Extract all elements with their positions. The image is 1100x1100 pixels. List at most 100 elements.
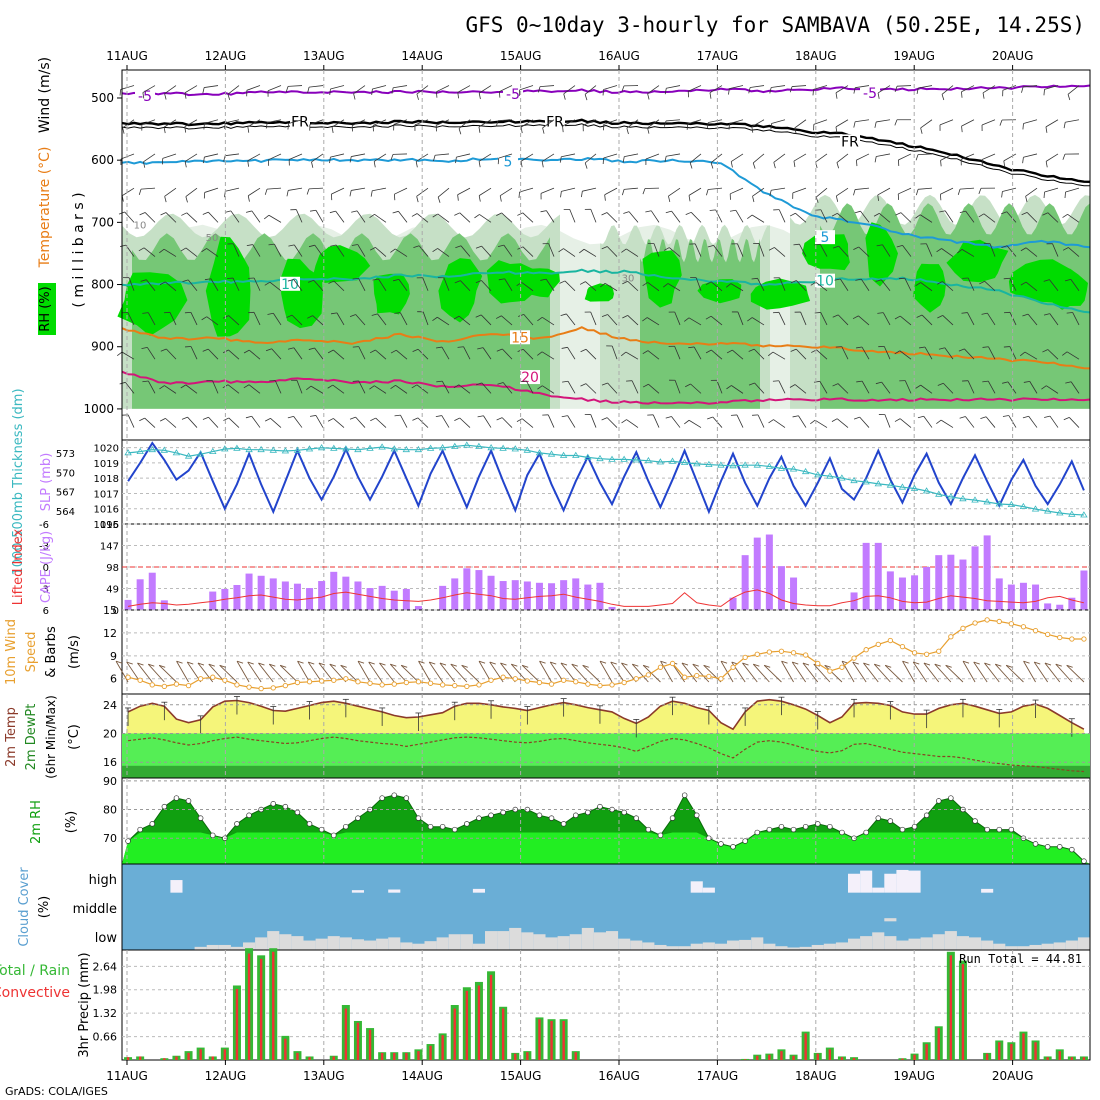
wind-barb-flag: [286, 314, 293, 318]
wind-barb: [982, 85, 996, 94]
wind-barb-flag: [1022, 313, 1029, 317]
wind-barb-flag: [856, 380, 863, 383]
rh-point: [137, 826, 143, 833]
wind-barb: [228, 349, 240, 360]
cloud-bar-low: [1065, 940, 1078, 950]
wind-barb: [562, 119, 576, 127]
precip-bar-convective: [743, 1059, 747, 1060]
wind-barb: [541, 351, 555, 360]
wind-barb: [774, 247, 786, 257]
rh-point: [597, 803, 603, 810]
wind-barb-flag: [751, 126, 754, 133]
wind-barb-flag: [642, 282, 648, 287]
surface-barb: [610, 661, 625, 683]
wind-barb-flag: [852, 315, 859, 320]
wind-barb: [715, 209, 723, 223]
rh-point: [827, 823, 833, 830]
wind-barb-flag: [663, 247, 670, 251]
wind-speed-point: [1057, 634, 1063, 641]
wind-barb: [400, 414, 408, 428]
wind-barb-flag: [562, 126, 564, 133]
wind-barb-flag: [1045, 126, 1048, 133]
thickness-point: [366, 444, 374, 451]
wind-barb-flag: [559, 280, 566, 284]
cloud-bar-low: [896, 940, 909, 950]
rh-core: [750, 278, 811, 310]
temp-axis-label-3: (6hr Min/Max): [44, 695, 58, 779]
thickness-point: [281, 447, 290, 454]
rh-point: [633, 815, 639, 821]
cloud-pct-label: (%): [37, 896, 52, 919]
wind-barb: [185, 247, 198, 257]
surface-barb: [461, 665, 480, 683]
wind-barb-flag: [916, 87, 919, 94]
wind-barb: [771, 119, 786, 124]
cloud-bar-high: [170, 880, 183, 893]
rh-point: [379, 795, 385, 801]
precip-bar-convective: [417, 1051, 420, 1060]
wind-barb: [163, 119, 177, 128]
wind-barb: [624, 153, 639, 157]
cloud-bar-low: [521, 932, 534, 950]
wind-barb: [814, 419, 828, 428]
wind-barb: [710, 315, 723, 326]
wind-speed-point: [125, 674, 131, 680]
thickness-point: [438, 444, 447, 451]
wind-barb: [547, 414, 555, 428]
wind-barb-flag: [706, 122, 709, 129]
cloud-bar-low: [1077, 937, 1090, 950]
slp-tick-label: 1019: [94, 459, 119, 470]
day-label-bottom: 16AUG: [598, 1069, 640, 1083]
precip-bar-convective: [211, 1056, 214, 1060]
wind-barb: [648, 383, 660, 394]
wind-barb: [751, 317, 765, 326]
surface-barb: [418, 660, 431, 683]
wind-barb-flag: [1001, 245, 1008, 248]
thickness-point: [136, 447, 144, 455]
wind-barb: [274, 380, 282, 394]
day-label-bottom: 15AUG: [500, 1069, 542, 1083]
rh-point: [621, 809, 627, 816]
wind-barb-flag: [159, 281, 166, 286]
wind-barb-flag: [286, 190, 289, 197]
wind-barb: [330, 85, 345, 90]
cape-bar: [366, 588, 374, 610]
wind-speed-point: [234, 682, 240, 688]
wind-barb: [1044, 85, 1059, 90]
surface-barb-flag: [753, 663, 760, 667]
cloud-bar-low: [497, 931, 510, 950]
dewpoint-band-low: [122, 765, 1090, 778]
thickness-line: [128, 444, 1084, 516]
wind-barb-flag: [307, 315, 313, 319]
day-label: 17AUG: [697, 49, 739, 63]
wind-barb: [312, 315, 324, 326]
thickness-point: [160, 446, 169, 453]
wind-barb: [859, 416, 870, 428]
surface-barb: [902, 660, 915, 683]
cloud-bar-low: [351, 939, 364, 950]
thickness-point: [741, 461, 749, 468]
surface-barb: [368, 661, 383, 683]
surface-barb-flag: [539, 660, 546, 664]
wind-barb-flag: [436, 91, 438, 98]
wind-barb-flag: [352, 346, 359, 348]
precip-bar-convective: [1022, 1033, 1025, 1060]
rh-point: [778, 823, 785, 830]
wind-barb-flag: [475, 280, 482, 284]
wind-barb-flag: [185, 196, 188, 203]
wind-barb: [498, 119, 513, 122]
wind-barb: [624, 187, 639, 190]
cloud-bar-low: [1029, 944, 1042, 950]
wind-barb-flag: [120, 244, 127, 247]
wind-barb-flag: [264, 281, 271, 286]
wind-barb: [961, 85, 975, 93]
wind-barb: [836, 418, 849, 428]
thickness-tick-label: 564: [56, 507, 75, 518]
wind-barb: [399, 312, 408, 326]
surface-barb: [137, 662, 153, 683]
thickness-point: [1068, 510, 1076, 517]
wind-barb: [877, 187, 891, 196]
contour-label-bg: [860, 85, 880, 100]
wind-barb-flag: [390, 385, 396, 390]
